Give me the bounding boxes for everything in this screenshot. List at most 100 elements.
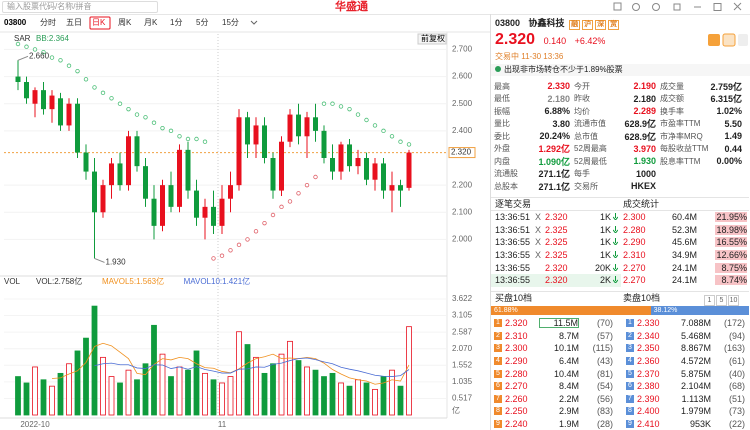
tab[interactable]: 周K: [118, 18, 132, 27]
volume-bar: [74, 350, 81, 416]
book-row: 5 2.280 10.4M (81): [491, 367, 621, 380]
book-price: 2.250: [505, 406, 528, 417]
sar-dot: [194, 136, 199, 142]
y-tick-label: 3.105: [452, 311, 473, 320]
ask-list: 1 2.330 7.088M (172) 2 2.340 5.468M (94) 3 2.350 8…: [623, 317, 749, 430]
trade-tab[interactable]: 成交统计: [623, 199, 660, 209]
volume-bar: [287, 340, 293, 416]
candle-body: [66, 103, 72, 126]
stat-pct: 21.95%: [701, 212, 747, 223]
book-price: 2.290: [505, 356, 528, 367]
book-count: (172): [723, 318, 745, 329]
stat-label: 内盘: [494, 156, 510, 166]
book-count: (70): [596, 318, 613, 329]
volume-bar: [142, 363, 149, 416]
tab[interactable]: 5分: [196, 18, 208, 27]
candle-body: [321, 130, 327, 158]
book-count: (163): [723, 343, 745, 354]
tab[interactable]: 1分: [170, 18, 182, 27]
tick-flag: X: [535, 224, 542, 235]
annotation: 1.930: [106, 258, 127, 267]
sar-dot: [134, 112, 140, 117]
candle-body: [389, 185, 395, 191]
volume-bar: [397, 385, 404, 416]
sar-dot: [287, 199, 293, 204]
indicator-title: SAR: [14, 34, 31, 43]
book-row: 7 2.260 2.2M (56): [491, 393, 621, 406]
sar-dot: [49, 55, 55, 60]
tick-row: 13:36:51 X 2.325 1K: [491, 224, 621, 237]
sar-dot: [66, 63, 72, 68]
sar-dot: [321, 101, 327, 106]
stat-value: HKEX: [630, 181, 656, 192]
stat-row: 2.270 24.1M 8.75%: [623, 261, 749, 274]
x-tick-label: 11: [218, 420, 227, 429]
tick-time: 13:36:55: [495, 262, 531, 273]
sar-dot: [236, 242, 242, 248]
stat-label: 最低: [494, 94, 510, 104]
action-icons[interactable]: [707, 33, 749, 47]
book-level: 5: [626, 369, 634, 378]
status: 交易中 11-30 13:36: [495, 52, 564, 61]
stat-value: 1.02%: [716, 106, 742, 117]
stat-value: 1.090亿: [538, 156, 570, 167]
trade-tabs: 逐笔交易 成交统计: [491, 197, 749, 211]
tab[interactable]: 月K: [144, 18, 158, 27]
volume-bar: [57, 372, 64, 416]
stat-label: 最高: [494, 81, 510, 91]
book-vol: 5.468M: [680, 330, 711, 341]
change: 0.140: [543, 36, 567, 46]
volume-title: VOL: [4, 277, 21, 286]
volume-bar: [193, 350, 200, 416]
annotation-line: [17, 55, 29, 61]
book-price: 2.330: [637, 318, 660, 329]
price-row: 2.320 0.140 +6.42%: [495, 31, 605, 49]
search-box[interactable]: 输入股票代码/名称/拼音: [2, 1, 158, 13]
book-price: 2.260: [505, 393, 528, 404]
tick-time: 13:36:51: [495, 212, 531, 223]
book-count: (61): [728, 356, 745, 367]
book-level: 2: [626, 331, 634, 340]
depth-button[interactable]: 5: [716, 295, 727, 306]
volume-bar: [278, 353, 285, 416]
sar-dot: [58, 58, 63, 63]
book-vol: 8.867M: [680, 343, 711, 354]
sell-title: 卖盘10档: [623, 293, 661, 303]
candle-body: [253, 125, 259, 145]
book-count: (22): [728, 419, 745, 430]
book-level: 3: [494, 344, 502, 353]
candle-body: [177, 149, 182, 207]
trade-tab[interactable]: 逐笔交易: [495, 199, 532, 209]
tab[interactable]: 15分: [222, 18, 239, 27]
tab[interactable]: 五日: [66, 18, 82, 27]
notice-text: 出现非市场转仓不少于1.89%股票: [504, 65, 623, 74]
stat-price: 2.300: [623, 212, 646, 223]
depth-button[interactable]: 10: [728, 295, 739, 306]
book-price: 2.360: [637, 356, 660, 367]
stat-label: 外盘: [494, 144, 510, 154]
volume-bar: [270, 363, 276, 416]
candle-body: [117, 163, 123, 186]
stat-pct: 16.55%: [701, 237, 747, 248]
adjust-button[interactable]: 前复权: [421, 33, 445, 43]
stat-price: 2.270: [623, 262, 646, 273]
tag: 赏: [608, 20, 620, 30]
tab[interactable]: 分时: [40, 17, 56, 27]
book-row: 8 2.250 2.9M (83): [491, 405, 621, 418]
book-vol: 953K: [689, 419, 711, 430]
candle-body: [143, 166, 148, 199]
arrow-icon: [612, 263, 619, 272]
stat-vol: 24.1M: [671, 262, 697, 273]
stat-label: 委比: [494, 131, 510, 141]
book-price: 2.400: [637, 406, 660, 417]
book-vol: 8.7M: [558, 330, 579, 341]
sar-dot: [347, 106, 352, 112]
candle-body: [202, 206, 208, 218]
ma-line: [94, 357, 410, 377]
volume-bar: [32, 366, 38, 416]
book-header: 买盘10档 卖盘10档 1 5 10: [491, 291, 749, 306]
book-row: 5 2.370 5.875M (40): [623, 367, 749, 380]
depth-button[interactable]: 1: [704, 295, 715, 306]
tab[interactable]: 日K: [92, 18, 106, 27]
stats-grid: 最高 2.330 今开 2.190 成交量 2.759亿 最低 2.180 昨收 2.180 成交额…: [494, 80, 748, 193]
